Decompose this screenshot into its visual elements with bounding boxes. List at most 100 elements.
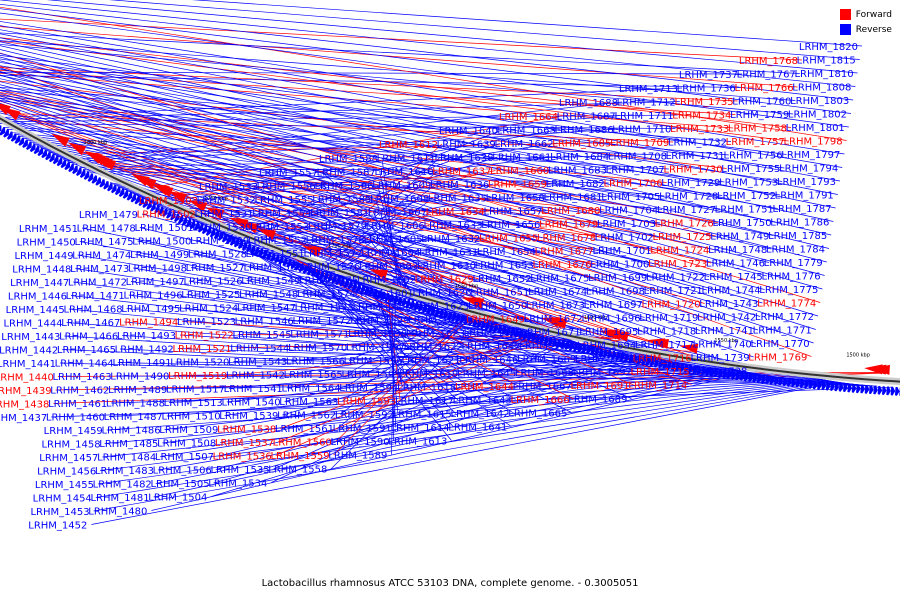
gene-label[interactable]: LRHM_1544 (230, 344, 289, 355)
gene-label[interactable]: LRHM_1554 (252, 209, 311, 220)
gene-label[interactable]: LRHM_1776 (761, 272, 820, 283)
gene-label[interactable]: LRHM_1642 (450, 409, 509, 420)
gene-label[interactable]: LRHM_1756 (723, 151, 782, 162)
gene-label[interactable]: LRHM_1473 (70, 264, 129, 275)
gene-label[interactable]: LRHM_1489 (108, 385, 167, 396)
gene-label[interactable]: LRHM_1803 (790, 96, 849, 107)
gene-label[interactable]: LRHM_1746 (706, 259, 765, 270)
gene-label[interactable]: LRHM_1538 (217, 425, 276, 436)
gene-label[interactable]: LRHM_1594 (339, 383, 398, 394)
gene-label[interactable]: LRHM_1475 (74, 237, 133, 248)
gene-label[interactable]: LRHM_1755 (721, 164, 780, 175)
gene-label[interactable]: LRHM_1547 (237, 303, 296, 314)
gene-label[interactable]: LRHM_1729 (661, 178, 720, 189)
gene-label[interactable]: LRHM_1483 (95, 466, 154, 477)
gene-label[interactable]: LRHM_1772 (755, 312, 814, 323)
gene-label[interactable]: LRHM_1663 (497, 126, 556, 137)
gene-label[interactable]: LRHM_1670 (519, 341, 578, 352)
gene-label[interactable]: LRHM_1556 (257, 182, 316, 193)
gene-label[interactable]: LRHM_1635 (428, 194, 487, 205)
gene-label[interactable]: LRHM_1704 (599, 206, 658, 217)
gene-label[interactable]: LRHM_1624 (408, 315, 467, 326)
gene-label[interactable]: LRHM_1471 (66, 291, 125, 302)
gene-label[interactable]: LRHM_1588 (319, 154, 378, 165)
gene-label[interactable]: LRHM_1629 (415, 275, 474, 286)
gene-label[interactable]: LRHM_1606 (366, 221, 425, 232)
gene-label[interactable]: LRHM_1660 (490, 166, 549, 177)
gene-label[interactable]: LRHM_1456 (37, 467, 96, 478)
gene-label[interactable]: LRHM_1696 (581, 314, 640, 325)
gene-label[interactable]: LRHM_1658 (486, 193, 545, 204)
gene-label[interactable]: LRHM_1484 (97, 453, 156, 464)
gene-label[interactable]: LRHM_1650 (468, 301, 527, 312)
gene-label[interactable]: LRHM_1715 (630, 367, 689, 378)
gene-label[interactable]: LRHM_1633 (423, 221, 482, 232)
gene-label[interactable]: LRHM_1775 (759, 285, 818, 296)
gene-label[interactable]: LRHM_1589 (328, 451, 387, 462)
gene-label[interactable]: LRHM_1494 (119, 318, 178, 329)
gene-label[interactable]: LRHM_1600 (352, 302, 411, 313)
gene-label[interactable]: LRHM_1697 (584, 300, 643, 311)
gene-label[interactable]: LRHM_1565 (284, 370, 343, 381)
gene-label[interactable]: LRHM_1708 (608, 152, 667, 163)
gene-label[interactable]: LRHM_1591 (333, 424, 392, 435)
gene-label[interactable]: LRHM_1766 (734, 83, 793, 94)
gene-label[interactable]: LRHM_1698 (586, 287, 645, 298)
gene-label[interactable]: LRHM_1438 (0, 400, 49, 411)
gene-label[interactable]: LRHM_1719 (639, 313, 698, 324)
gene-label[interactable]: LRHM_1703 (597, 219, 656, 230)
gene-label[interactable]: LRHM_1667 (513, 382, 572, 393)
gene-label[interactable]: LRHM_1720 (641, 300, 700, 311)
gene-label[interactable]: LRHM_1774 (757, 299, 816, 310)
gene-label[interactable]: LRHM_1713 (619, 84, 678, 95)
gene-label[interactable]: LRHM_1750 (712, 218, 771, 229)
gene-label[interactable]: LRHM_1802 (788, 110, 847, 121)
gene-label[interactable]: LRHM_1732 (668, 138, 727, 149)
gene-label[interactable]: LRHM_1585 (312, 195, 371, 206)
gene-label[interactable]: LRHM_1560 (273, 438, 332, 449)
gene-label[interactable]: LRHM_1640 (439, 126, 498, 137)
gene-label[interactable]: LRHM_1630 (417, 261, 476, 272)
gene-label[interactable]: LRHM_1793 (777, 177, 836, 188)
gene-label[interactable]: LRHM_1644 (455, 382, 514, 393)
gene-label[interactable]: LRHM_1595 (341, 370, 400, 381)
gene-label[interactable]: LRHM_1687 (557, 112, 616, 123)
gene-label[interactable]: LRHM_1530 (192, 223, 251, 234)
gene-label[interactable]: LRHM_1731 (666, 151, 725, 162)
gene-label[interactable]: LRHM_1603 (359, 262, 418, 273)
gene-label[interactable]: LRHM_1551 (246, 249, 305, 260)
gene-label[interactable]: LRHM_1510 (161, 412, 220, 423)
gene-label[interactable]: LRHM_1801 (786, 123, 845, 134)
gene-label[interactable]: LRHM_1767 (737, 70, 796, 81)
gene-label[interactable]: LRHM_1748 (708, 245, 767, 256)
gene-label[interactable]: LRHM_1562 (277, 411, 336, 422)
gene-label[interactable]: LRHM_1709 (610, 138, 669, 149)
gene-label[interactable]: LRHM_1656 (481, 220, 540, 231)
gene-label[interactable]: LRHM_1573 (295, 303, 354, 314)
gene-label[interactable]: LRHM_1495 (121, 304, 180, 315)
gene-label[interactable]: LRHM_1717 (635, 340, 694, 351)
gene-label[interactable]: LRHM_1461 (48, 399, 107, 410)
gene-label[interactable]: LRHM_1700 (590, 260, 649, 271)
gene-label[interactable]: LRHM_1673 (526, 301, 585, 312)
gene-label[interactable]: LRHM_1771 (753, 326, 812, 337)
gene-label[interactable]: LRHM_1675 (530, 274, 589, 285)
gene-label[interactable]: LRHM_1485 (99, 439, 158, 450)
gene-label[interactable]: LRHM_1535 (210, 465, 269, 476)
gene-label[interactable]: LRHM_1688 (559, 98, 618, 109)
gene-label[interactable]: LRHM_1552 (248, 236, 307, 247)
gene-label[interactable]: LRHM_1540 (221, 398, 280, 409)
gene-label[interactable]: LRHM_1507 (155, 452, 214, 463)
gene-label[interactable]: LRHM_1496 (123, 291, 182, 302)
gene-label[interactable]: LRHM_1497 (126, 277, 185, 288)
gene-label[interactable]: LRHM_1714 (628, 381, 687, 392)
gene-label[interactable]: LRHM_1452 (28, 521, 87, 532)
gene-label[interactable]: LRHM_1503 (139, 196, 198, 207)
gene-label[interactable]: LRHM_1575 (299, 276, 358, 287)
gene-label[interactable]: LRHM_1643 (453, 396, 512, 407)
gene-label[interactable]: LRHM_1480 (88, 507, 147, 518)
gene-label[interactable]: LRHM_1736 (677, 84, 736, 95)
gene-label[interactable]: LRHM_1449 (14, 251, 73, 262)
gene-label[interactable]: LRHM_1741 (695, 326, 754, 337)
gene-label[interactable]: LRHM_1705 (601, 192, 660, 203)
